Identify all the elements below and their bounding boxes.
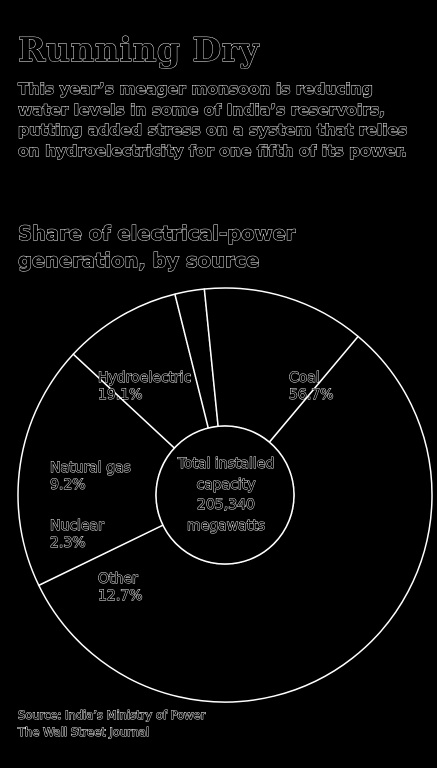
slice-label-hydroelectric: Hydroelectric 19.1% <box>97 370 192 404</box>
chart-title: Share of electrical-power generation, by… <box>18 222 296 273</box>
slice-label-nuclear: Nuclear 2.3% <box>50 518 105 552</box>
slice-value: 9.2% <box>50 477 87 494</box>
footer: Source: India’s Ministry of Power The Wa… <box>17 707 206 741</box>
slice-value: 19.1% <box>97 387 143 404</box>
slice-name: Hydroelectric <box>97 370 192 387</box>
slice-label-natural-gas: Natural gas 9.2% <box>50 460 132 494</box>
center-line-2: capacity <box>196 476 256 493</box>
slice-value: 2.3% <box>50 535 87 552</box>
slice-label-other: Other 12.7% <box>97 571 143 605</box>
slice-name: Other <box>97 571 138 588</box>
slice-label-coal: Coal 56.7% <box>288 370 334 404</box>
slice-name: Natural gas <box>50 460 132 477</box>
slice-value: 12.7% <box>97 588 143 605</box>
center-label: Total installed capacity 205,340 megawat… <box>161 454 291 536</box>
slice-value: 56.7% <box>288 387 334 404</box>
center-line-4: megawatts <box>186 517 266 534</box>
credit: The Wall Street Journal <box>17 725 150 740</box>
slice-name: Coal <box>288 370 320 387</box>
dek: This year’s meager monsoon is reducing w… <box>18 80 408 161</box>
center-line-3: 205,340 <box>197 497 256 514</box>
headline: Running Dry <box>17 30 260 70</box>
center-circle <box>155 425 295 565</box>
center-line-1: Total installed <box>177 456 275 473</box>
slice-name: Nuclear <box>50 518 105 535</box>
source-note: Source: India’s Ministry of Power <box>17 708 206 723</box>
